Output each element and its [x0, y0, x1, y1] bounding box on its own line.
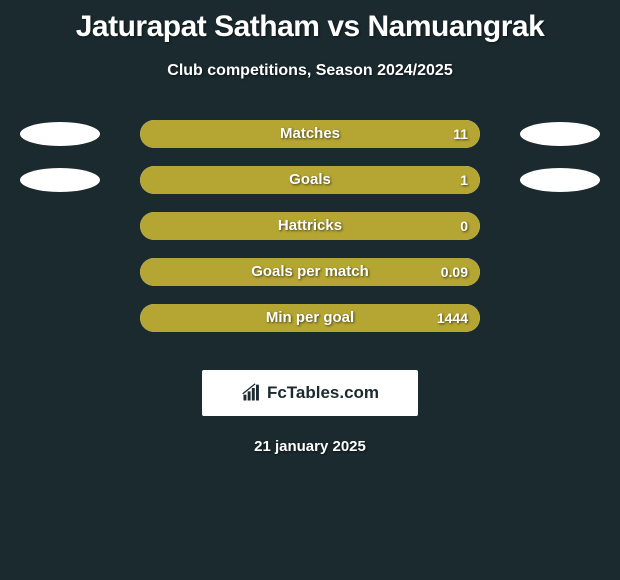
stat-label: Matches	[140, 120, 480, 148]
player-left-indicator	[20, 168, 100, 192]
infographic-date: 21 january 2025	[0, 438, 620, 455]
stat-row: Goals1	[0, 166, 620, 212]
stat-value: 0	[460, 212, 468, 240]
bar-chart-icon	[241, 383, 261, 403]
stat-row: Min per goal1444	[0, 304, 620, 350]
stat-bar: Goals1	[140, 166, 480, 194]
stat-bar: Hattricks0	[140, 212, 480, 240]
stat-bar: Matches11	[140, 120, 480, 148]
stat-label: Hattricks	[140, 212, 480, 240]
stat-value: 11	[453, 120, 468, 148]
stat-label: Goals per match	[140, 258, 480, 286]
stat-label: Min per goal	[140, 304, 480, 332]
stat-value: 1	[460, 166, 468, 194]
stat-row: Goals per match0.09	[0, 258, 620, 304]
comparison-title: Jaturapat Satham vs Namuangrak	[0, 0, 620, 44]
player-right-indicator	[520, 168, 600, 192]
stat-bar: Min per goal1444	[140, 304, 480, 332]
stats-area: Matches11 Goals1 Hattricks0 Goals per match…	[0, 120, 620, 350]
fctables-logo[interactable]: FcTables.com	[202, 370, 418, 416]
player-right-indicator	[520, 122, 600, 146]
player-left-indicator	[20, 122, 100, 146]
stat-bar: Goals per match0.09	[140, 258, 480, 286]
stat-label: Goals	[140, 166, 480, 194]
comparison-subtitle: Club competitions, Season 2024/2025	[0, 62, 620, 80]
stat-value: 0.09	[441, 258, 468, 286]
stat-row: Matches11	[0, 120, 620, 166]
logo-text: FcTables.com	[267, 383, 379, 403]
stat-value: 1444	[437, 304, 468, 332]
stat-row: Hattricks0	[0, 212, 620, 258]
